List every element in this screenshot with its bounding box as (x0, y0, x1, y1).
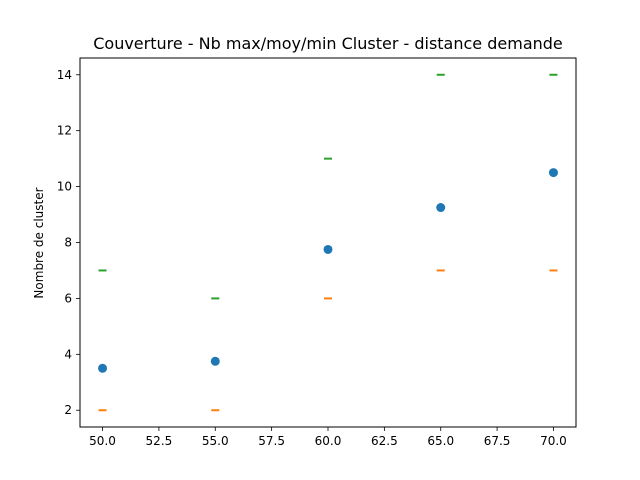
y-axis-label: Nombre de cluster (32, 187, 46, 298)
data-point-moyenne (210, 356, 220, 366)
y-tick-label: 10 (57, 180, 72, 194)
x-tick-label: 70.0 (540, 434, 567, 448)
x-tick-label: 57.5 (258, 434, 285, 448)
axes-frame (79, 57, 577, 428)
y-tick-label: 12 (57, 124, 72, 138)
x-tick-label: 52.5 (146, 434, 173, 448)
y-tick-label: 8 (64, 236, 72, 250)
data-point-moyenne (323, 244, 333, 254)
x-tick-label: 55.0 (202, 434, 229, 448)
x-tick-label: 50.0 (89, 434, 116, 448)
y-tick-label: 6 (64, 291, 72, 305)
x-tick-label: 65.0 (427, 434, 454, 448)
y-tick-label: 4 (64, 347, 72, 361)
data-point-moyenne (436, 203, 446, 213)
data-point-moyenne (548, 168, 558, 178)
x-tick-label: 67.5 (484, 434, 511, 448)
x-tick-label: 62.5 (371, 434, 398, 448)
plot-area: 50.0 52.5 55.0 57.5 60.0 62.5 65.0 67.5 70.0 2 4 6 8… (57, 68, 567, 448)
data-point-moyenne (98, 363, 108, 373)
y-tick-label: 2 (64, 403, 72, 417)
chart-title: Couverture - Nb max/moy/min Cluster - di… (93, 34, 563, 53)
y-tick-label: 14 (57, 68, 72, 82)
x-tick-label: 60.0 (315, 434, 342, 448)
